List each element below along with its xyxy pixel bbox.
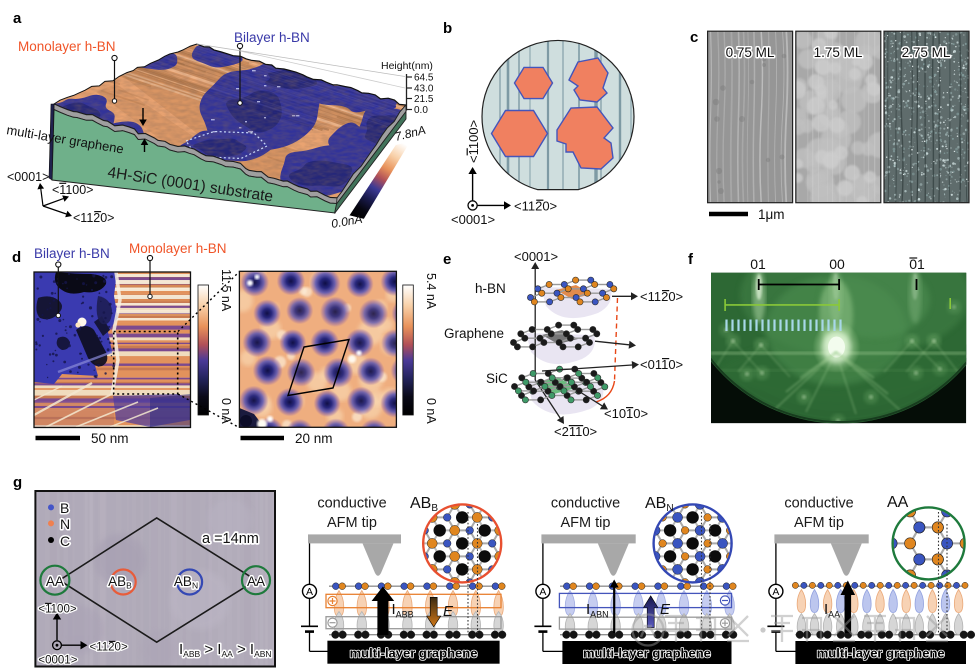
svg-text:<1120>: <1120> xyxy=(640,289,683,304)
svg-text:E: E xyxy=(443,603,454,620)
svg-text:AA: AA xyxy=(46,574,64,589)
svg-text:5.4 nA: 5.4 nA xyxy=(424,273,438,310)
svg-text:multi-layer graphene: multi-layer graphene xyxy=(350,646,478,661)
svg-text:N: N xyxy=(60,516,70,532)
svg-text:2.75 ML: 2.75 ML xyxy=(902,45,951,60)
svg-text:e: e xyxy=(443,251,451,268)
svg-text:<1120>: <1120> xyxy=(90,642,128,654)
svg-text:a: a xyxy=(13,10,22,27)
svg-text:<0001>: <0001> xyxy=(38,655,77,667)
svg-text:AA: AA xyxy=(887,494,909,511)
svg-text:<1120>: <1120> xyxy=(73,211,114,225)
svg-text:<0110>: <0110> xyxy=(640,357,683,372)
svg-text:11.5 nA: 11.5 nA xyxy=(219,269,233,312)
svg-text:<0001>: <0001> xyxy=(514,249,558,264)
svg-text:B: B xyxy=(60,500,69,516)
svg-text:01: 01 xyxy=(750,256,766,272)
svg-text:E: E xyxy=(660,601,671,618)
svg-text:a =14nm: a =14nm xyxy=(202,531,259,547)
svg-text:Monolayer h-BN: Monolayer h-BN xyxy=(18,39,116,54)
svg-text:1μm: 1μm xyxy=(758,207,785,222)
svg-text:c: c xyxy=(690,29,698,46)
svg-text:AFM tip: AFM tip xyxy=(794,515,844,531)
svg-text:AFM tip: AFM tip xyxy=(561,515,611,531)
svg-text:<1120>: <1120> xyxy=(514,199,557,214)
svg-text:<1100>: <1100> xyxy=(52,183,93,197)
svg-text:21.5: 21.5 xyxy=(414,94,434,105)
svg-text:Bilayer h-BN: Bilayer h-BN xyxy=(234,30,310,45)
svg-text:Graphene: Graphene xyxy=(444,326,504,341)
svg-text:Monolayer h-BN: Monolayer h-BN xyxy=(129,241,227,256)
svg-text:0 nA: 0 nA xyxy=(219,398,233,424)
svg-text:50 nm: 50 nm xyxy=(91,431,129,446)
svg-text:SiC: SiC xyxy=(486,371,508,386)
svg-text:00: 00 xyxy=(829,256,845,272)
svg-text:0.0: 0.0 xyxy=(414,105,428,116)
svg-text:C: C xyxy=(60,533,70,549)
svg-text:d: d xyxy=(12,249,21,266)
svg-text:conductive: conductive xyxy=(551,496,620,512)
svg-text:ABB: ABB xyxy=(410,495,438,514)
svg-text:64.5: 64.5 xyxy=(414,73,434,84)
svg-text:<1100>: <1100> xyxy=(38,604,76,616)
svg-text:01: 01 xyxy=(909,256,925,272)
svg-text:multi-layer graphene: multi-layer graphene xyxy=(583,646,711,661)
svg-text:A: A xyxy=(539,586,546,598)
svg-text:h-BN: h-BN xyxy=(475,281,506,296)
svg-text:20 nm: 20 nm xyxy=(295,431,333,446)
svg-text:A: A xyxy=(772,586,779,598)
svg-text:ABB: ABB xyxy=(108,574,132,591)
svg-text:f: f xyxy=(688,251,694,268)
svg-text:<1010>: <1010> xyxy=(604,406,648,421)
svg-text:<0001>: <0001> xyxy=(451,212,495,227)
svg-text:g: g xyxy=(13,474,22,491)
svg-text:Bilayer h-BN: Bilayer h-BN xyxy=(34,246,110,261)
svg-text:IABB > IAA > IABN: IABB > IAA > IABN xyxy=(179,641,272,659)
svg-text:1.75 ML: 1.75 ML xyxy=(814,45,863,60)
svg-text:AFM tip: AFM tip xyxy=(327,515,377,531)
svg-text:0.75 ML: 0.75 ML xyxy=(726,45,775,60)
svg-text:b: b xyxy=(443,20,452,37)
svg-text:ABN: ABN xyxy=(645,495,674,514)
svg-text:A: A xyxy=(306,586,313,598)
svg-text:Height(nm): Height(nm) xyxy=(381,60,433,72)
svg-text:<2110>: <2110> xyxy=(554,424,597,439)
svg-text:<1100>: <1100> xyxy=(466,120,481,163)
svg-text:0 nA: 0 nA xyxy=(424,398,438,424)
svg-text:0.0nA: 0.0nA xyxy=(330,212,363,231)
svg-text:conductive: conductive xyxy=(784,496,853,512)
svg-text:multi-layer graphene: multi-layer graphene xyxy=(817,646,945,661)
svg-text:conductive: conductive xyxy=(317,496,386,512)
svg-text:AA: AA xyxy=(247,574,265,589)
svg-text:<0001>: <0001> xyxy=(7,170,49,184)
svg-text:43.0: 43.0 xyxy=(414,84,434,95)
